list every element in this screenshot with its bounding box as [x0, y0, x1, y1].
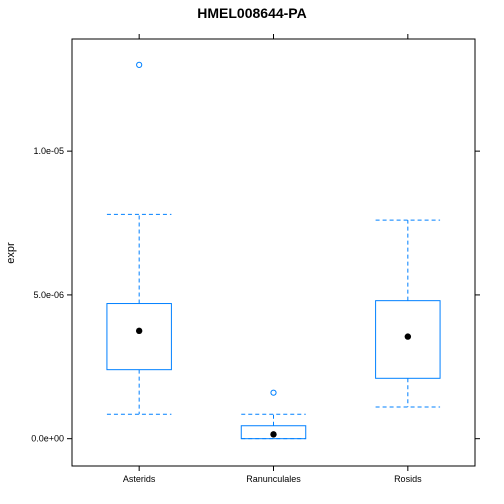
median-point — [404, 333, 412, 340]
y-tick-label: 5.0e-06 — [33, 290, 64, 300]
y-tick-label: 1.0e-05 — [33, 146, 64, 156]
box-rosids — [375, 219, 441, 408]
chart-title: HMEL008644-PA — [197, 5, 306, 21]
plot-frame — [71, 38, 476, 467]
box-iqr — [375, 300, 441, 379]
box-asterids — [106, 61, 172, 415]
outlier-point — [270, 389, 277, 396]
boxes-layer — [106, 61, 441, 440]
box-iqr — [240, 425, 307, 440]
median-point — [135, 327, 143, 335]
x-tick-label: Asterids — [123, 474, 156, 484]
x-axis: Asterids Ranunculales Rosids — [123, 34, 422, 484]
y-axis-right — [475, 150, 480, 440]
median-point — [270, 431, 277, 438]
box-ranunculales — [240, 389, 307, 440]
outlier-point — [136, 61, 143, 68]
box-iqr — [106, 303, 172, 371]
y-axis-label: expr — [5, 242, 17, 264]
y-axis-left: 0.0e+00 5.0e-06 1.0e-05 — [31, 146, 72, 444]
x-tick-label: Ranunculales — [246, 474, 301, 484]
x-tick-label: Rosids — [394, 474, 422, 484]
y-tick-label: 0.0e+00 — [31, 434, 64, 444]
